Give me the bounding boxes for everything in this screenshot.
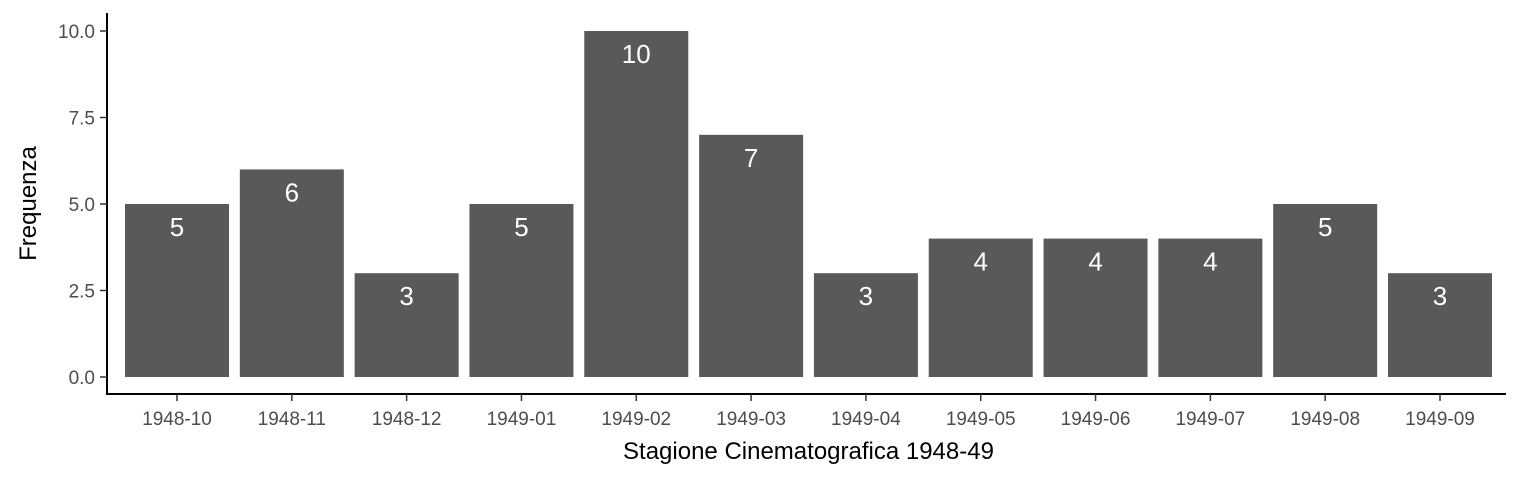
- bar-labels-layer: 5 6 3 5 10 7 3 4 4 4 5 3: [170, 39, 1447, 311]
- y-tick-label-10.0: 10.0: [58, 22, 95, 43]
- bar-1949-06: [1043, 238, 1148, 377]
- y-axis-title: Frequenza: [15, 145, 42, 260]
- x-tick-label-1949-08: 1949-08: [1290, 409, 1360, 430]
- x-tick-label-1949-07: 1949-07: [1175, 409, 1245, 430]
- bar-1949-03: [699, 134, 804, 377]
- bar-1949-07: [1158, 238, 1263, 377]
- x-tick-label-1948-12: 1948-12: [372, 409, 442, 430]
- bar-1948-11: [239, 169, 344, 377]
- x-axis-title: Stagione Cinematografica 1948-49: [623, 438, 994, 465]
- bar-value-label-1949-06: 4: [1088, 247, 1102, 277]
- bar-value-label-1949-08: 5: [1318, 212, 1332, 242]
- y-tick-label-5.0: 5.0: [69, 195, 95, 216]
- y-tick-label-7.5: 7.5: [69, 109, 95, 130]
- bar-1949-04: [813, 273, 918, 377]
- bar-1949-09: [1388, 273, 1492, 377]
- bar-value-label-1948-12: 3: [399, 281, 413, 311]
- bar-1949-08: [1273, 204, 1378, 377]
- bar-value-label-1949-02: 10: [622, 39, 651, 69]
- x-tick-label-1949-03: 1949-03: [716, 409, 786, 430]
- bar-value-label-1949-09: 3: [1433, 281, 1447, 311]
- x-tick-label-1948-11: 1948-11: [258, 409, 326, 430]
- y-ticks-layer: 0.0 2.5 5.0 7.5 10.0: [58, 22, 107, 389]
- x-tick-label-1949-05: 1949-05: [946, 409, 1016, 430]
- x-tick-label-1948-10: 1948-10: [142, 409, 212, 430]
- bar-value-label-1949-07: 4: [1203, 247, 1217, 277]
- bar-1949-01: [469, 204, 574, 377]
- bar-value-label-1948-11: 6: [285, 177, 299, 207]
- bar-value-label-1949-01: 5: [514, 212, 528, 242]
- x-ticks-layer: 1948-10 1948-11 1948-12 1949-01 1949-02 1949-…: [142, 394, 1475, 430]
- bar-value-label-1948-10: 5: [170, 212, 184, 242]
- bar-1949-02: [584, 31, 689, 377]
- x-tick-label-1949-04: 1949-04: [831, 409, 901, 430]
- x-tick-label-1949-01: 1949-01: [487, 409, 557, 430]
- bar-1948-10: [125, 204, 229, 377]
- bar-value-label-1949-04: 3: [859, 281, 873, 311]
- x-tick-label-1949-06: 1949-06: [1061, 409, 1131, 430]
- bar-value-label-1949-03: 7: [744, 143, 758, 173]
- x-tick-label-1949-09: 1949-09: [1405, 409, 1475, 430]
- bars-layer: [125, 31, 1492, 377]
- y-tick-label-2.5: 2.5: [69, 282, 95, 303]
- bar-1949-05: [928, 238, 1033, 377]
- bar-value-label-1949-05: 4: [973, 247, 987, 277]
- bar-1948-12: [354, 273, 459, 377]
- y-tick-label-0.0: 0.0: [69, 368, 95, 389]
- x-tick-label-1949-02: 1949-02: [601, 409, 671, 430]
